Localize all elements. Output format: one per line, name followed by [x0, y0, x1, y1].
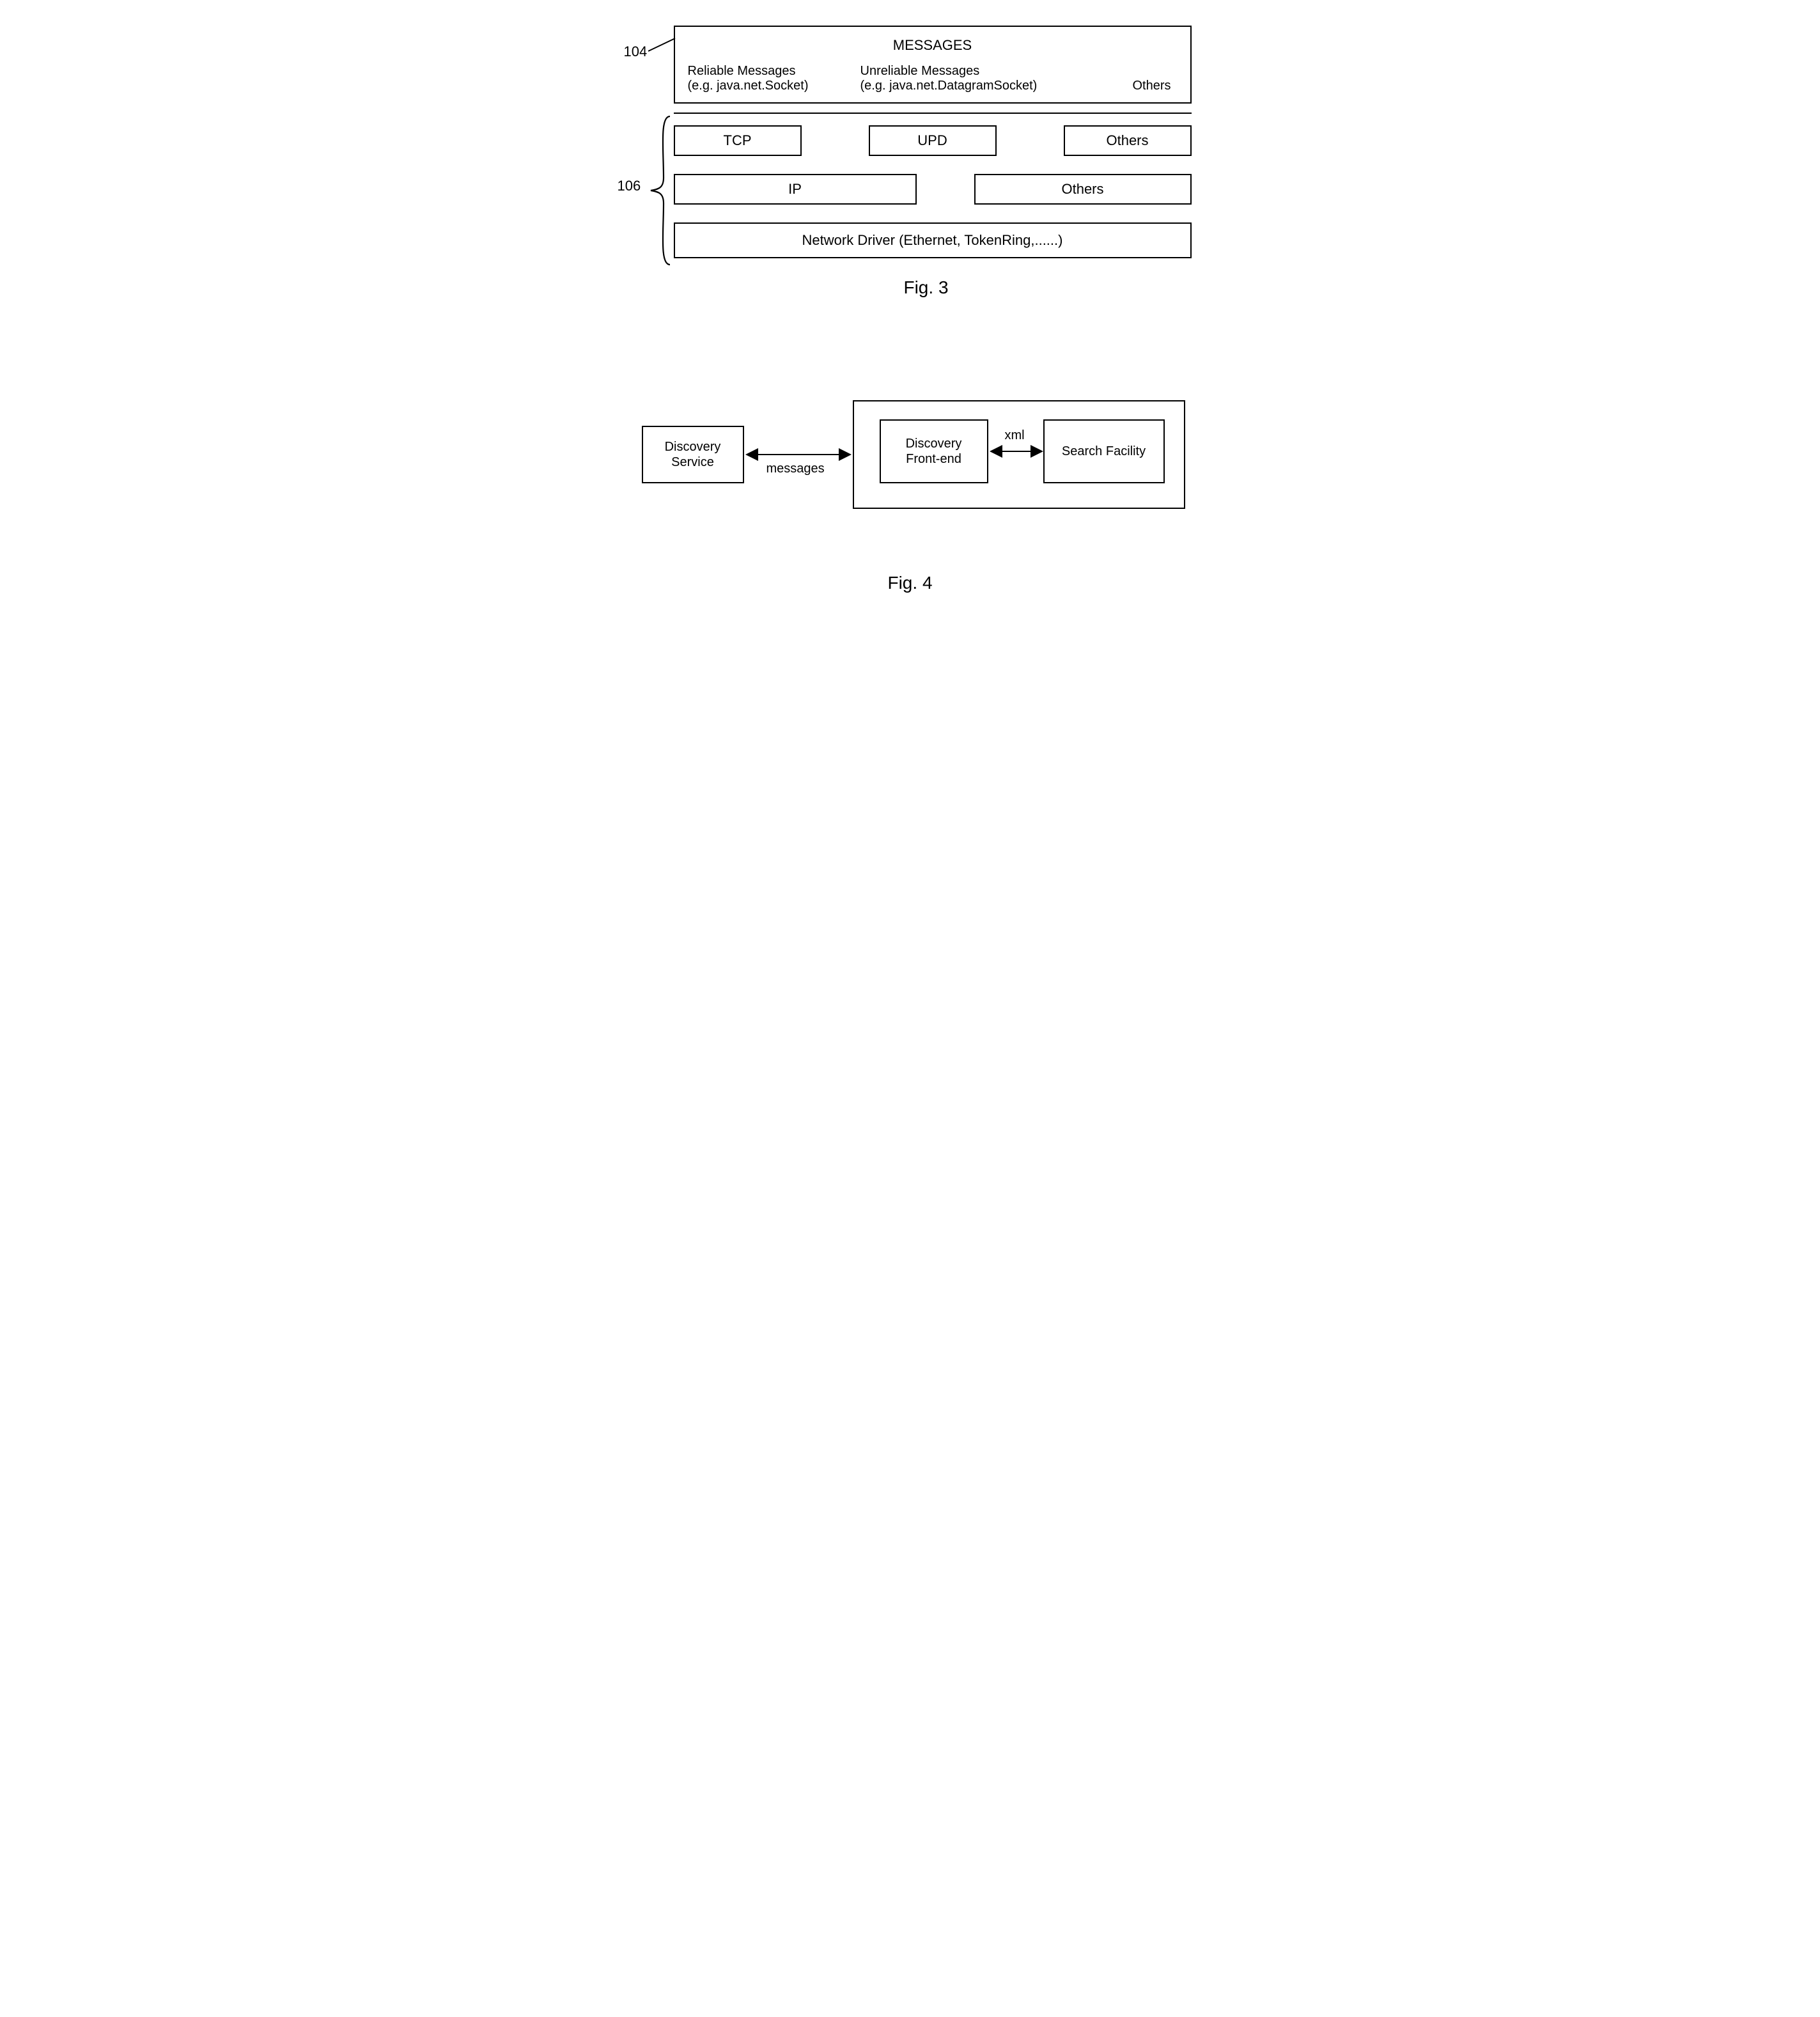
others-messages-col: Others — [1103, 79, 1178, 93]
udp-box: UPD — [869, 125, 997, 156]
messages-arrow — [744, 448, 853, 461]
discovery-frontend-box: DiscoveryFront-end — [880, 419, 988, 483]
search-facility-box: Search Facility — [1043, 419, 1165, 483]
unreliable-messages-col: Unreliable Messages (e.g. java.net.Datag… — [860, 64, 1103, 93]
fig3-caption: Fig. 3 — [655, 277, 1198, 298]
figure-4: DiscoveryService messages DiscoveryFront… — [642, 400, 1198, 541]
others-label: Others — [1103, 79, 1171, 93]
transport-row: TCP UPD Others — [674, 125, 1192, 156]
messages-title: MESSAGES — [688, 37, 1178, 54]
discovery-service-label: DiscoveryService — [665, 439, 721, 470]
client-container-box: DiscoveryFront-end xml Search Facility — [853, 400, 1185, 509]
fig4-caption: Fig. 4 — [623, 573, 1198, 593]
network-driver-box: Network Driver (Ethernet, TokenRing,....… — [674, 222, 1192, 258]
protocol-stack-area: 106 TCP UPD Others IP Others Network Dri… — [674, 114, 1192, 258]
discovery-frontend-label: DiscoveryFront-end — [906, 436, 962, 467]
messages-arrow-label: messages — [766, 462, 825, 476]
ref-106-label: 106 — [618, 178, 641, 194]
network-row: IP Others — [674, 174, 1192, 205]
reliable-messages-col: Reliable Messages (e.g. java.net.Socket) — [688, 64, 860, 93]
xml-arrow — [988, 445, 1045, 458]
others-transport-box: Others — [1064, 125, 1192, 156]
ref-104-label: 104 — [624, 43, 648, 60]
figure-3: 104 MESSAGES Reliable Messages (e.g. jav… — [655, 26, 1198, 298]
others-network-box: Others — [974, 174, 1192, 205]
xml-arrow-label: xml — [1005, 428, 1025, 443]
unreliable-line1: Unreliable Messages — [860, 64, 1103, 79]
driver-row: Network Driver (Ethernet, TokenRing,....… — [674, 222, 1192, 258]
messages-row: Reliable Messages (e.g. java.net.Socket)… — [688, 64, 1178, 93]
discovery-service-box: DiscoveryService — [642, 426, 744, 483]
tcp-box: TCP — [674, 125, 802, 156]
ref-104-leader — [648, 38, 678, 64]
reliable-line2: (e.g. java.net.Socket) — [688, 79, 860, 93]
messages-layer-box: MESSAGES Reliable Messages (e.g. java.ne… — [674, 26, 1192, 104]
brace-106 — [646, 114, 674, 267]
reliable-line1: Reliable Messages — [688, 64, 860, 79]
ip-box: IP — [674, 174, 917, 205]
unreliable-line2: (e.g. java.net.DatagramSocket) — [860, 79, 1103, 93]
